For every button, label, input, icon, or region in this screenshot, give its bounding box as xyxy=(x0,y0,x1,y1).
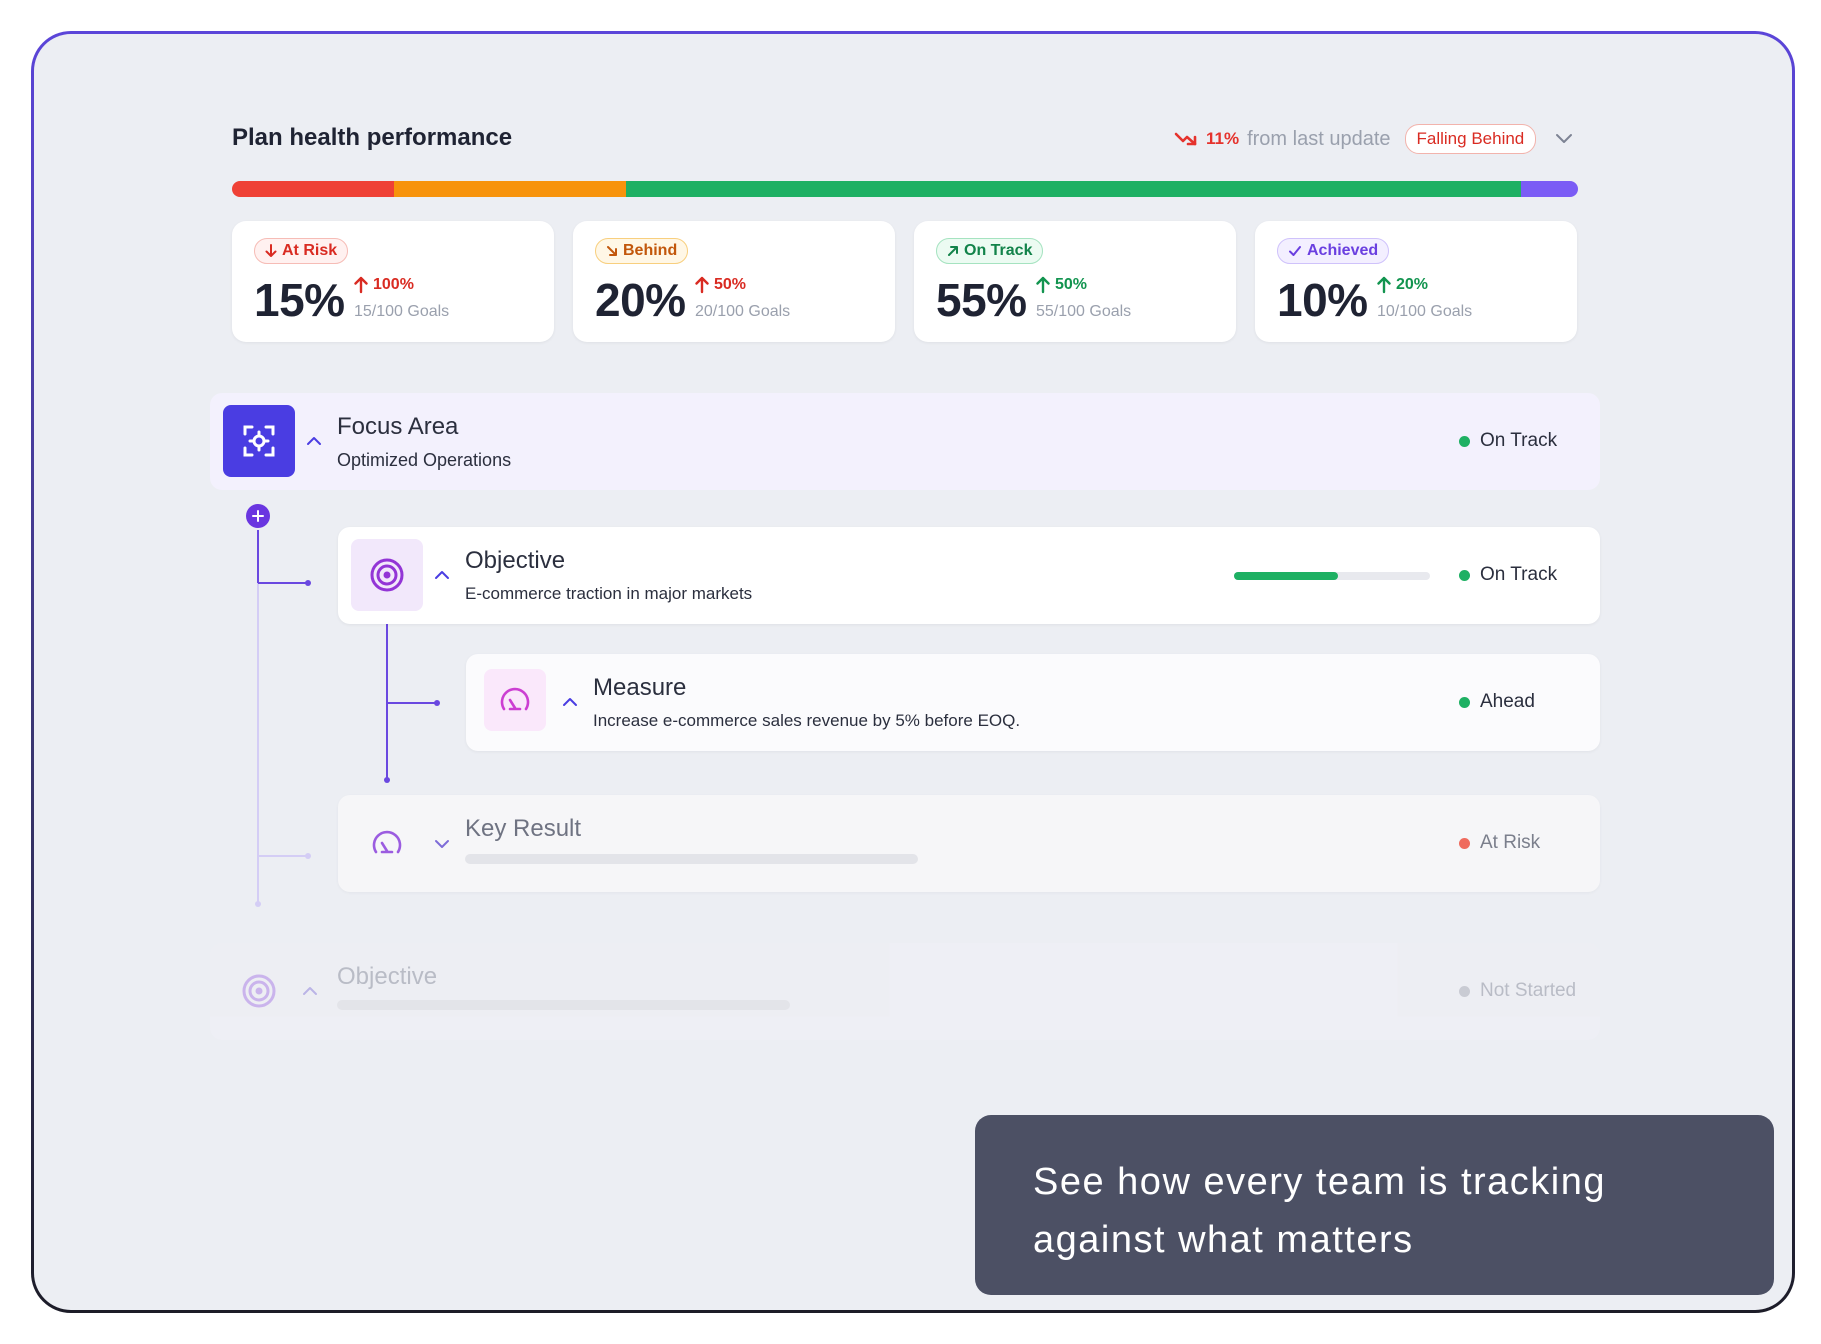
chevron-up-icon[interactable] xyxy=(302,986,318,996)
focus-area-row[interactable]: Focus Area Optimized Operations On Track xyxy=(210,393,1600,490)
check-icon xyxy=(1288,245,1302,257)
trend-down-icon xyxy=(1174,132,1197,146)
objective-2-title: Objective xyxy=(337,963,438,990)
page-title: Plan health performance xyxy=(232,124,513,151)
status-dot xyxy=(1459,569,1470,581)
stat-card-achieved[interactable]: Achieved 10% 20% 10/100 Goals xyxy=(1255,221,1577,342)
measure-row[interactable]: Measure Increase e-commerce sales revenu… xyxy=(466,654,1600,751)
health-bar-segment-achieved xyxy=(1521,181,1578,197)
chevron-up-icon[interactable] xyxy=(562,697,578,707)
arrow-down-right-icon xyxy=(606,245,618,257)
stat-change: 50% xyxy=(1036,276,1087,294)
focus-icon xyxy=(223,405,295,477)
health-bar-segment-on-track xyxy=(626,181,1522,197)
measure-status: Ahead xyxy=(1459,691,1535,713)
stat-label: At Risk xyxy=(282,242,338,259)
health-bar-segment-behind xyxy=(393,181,627,197)
target-icon xyxy=(351,539,423,611)
placeholder-line xyxy=(465,854,918,864)
stat-label: Achieved xyxy=(1307,242,1379,259)
objective-2-status: Not Started xyxy=(1459,980,1576,1002)
chevron-up-icon[interactable] xyxy=(434,570,450,580)
stat-change: 50% xyxy=(695,276,746,294)
callout-line-1: See how every team is tracking xyxy=(1033,1161,1607,1203)
callout-banner: See how every team is tracking against w… xyxy=(975,1115,1774,1295)
stat-goals: 15/100 Goals xyxy=(354,303,450,320)
arrow-up-right-icon xyxy=(947,245,959,257)
stat-percent: 55% xyxy=(936,274,1027,326)
objective-row[interactable]: Objective E-commerce traction in major m… xyxy=(338,527,1600,624)
objective-title: Objective xyxy=(465,547,566,574)
stat-percent: 10% xyxy=(1277,274,1368,326)
focus-area-subtitle: Optimized Operations xyxy=(337,450,512,470)
add-child-button[interactable] xyxy=(246,504,270,528)
stat-goals: 55/100 Goals xyxy=(1036,303,1132,320)
chevron-down-icon[interactable] xyxy=(434,839,450,849)
stat-percent: 15% xyxy=(254,274,345,326)
health-bar-segment-at-risk xyxy=(232,181,394,197)
delta-value: 11% xyxy=(1206,129,1240,148)
arrow-down-icon xyxy=(265,244,277,258)
stat-label: On Track xyxy=(964,242,1033,259)
measure-title: Measure xyxy=(593,674,687,701)
stat-percent: 20% xyxy=(595,274,686,326)
arrow-up-icon xyxy=(1036,276,1050,294)
status-dot xyxy=(1459,837,1470,849)
status-dot xyxy=(1459,985,1470,997)
gauge-icon xyxy=(484,669,546,731)
focus-area-status: On Track xyxy=(1459,430,1557,452)
key-result-title: Key Result xyxy=(465,815,582,842)
chevron-up-icon[interactable] xyxy=(306,436,322,446)
performance-delta: 11% from last update Falling Behind xyxy=(1174,124,1574,154)
stat-label: Behind xyxy=(623,242,678,259)
objective-row-2[interactable]: Objective Not Started xyxy=(210,943,1600,1040)
status-dot xyxy=(1459,435,1470,447)
gauge-icon xyxy=(351,807,423,879)
arrow-up-icon xyxy=(1377,276,1391,294)
status-badge: Falling Behind xyxy=(1404,124,1537,154)
arrow-up-icon xyxy=(354,276,368,294)
callout-line-2: against what matters xyxy=(1033,1219,1414,1261)
stat-card-behind[interactable]: Behind 20% 50% 20/100 Goals xyxy=(573,221,895,342)
target-icon xyxy=(223,955,295,1027)
stat-change: 100% xyxy=(354,276,414,294)
stat-card-at-risk[interactable]: At Risk 15% 100% 15/100 Goals xyxy=(232,221,554,342)
status-dot xyxy=(1459,696,1470,708)
placeholder-line xyxy=(337,1000,790,1010)
focus-area-title: Focus Area xyxy=(337,413,459,440)
plus-icon xyxy=(252,510,264,522)
stat-goals: 20/100 Goals xyxy=(695,303,791,320)
plan-health-bar xyxy=(232,181,1578,197)
stat-status-pill: On Track xyxy=(936,238,1044,264)
objective-status: On Track xyxy=(1459,564,1557,586)
objective-subtitle: E-commerce traction in major markets xyxy=(465,584,753,603)
stat-goals: 10/100 Goals xyxy=(1377,303,1473,320)
key-result-row[interactable]: Key Result At Risk xyxy=(338,795,1600,892)
stat-status-pill: At Risk xyxy=(254,238,349,264)
stat-status-pill: Behind xyxy=(595,238,689,264)
stat-change: 20% xyxy=(1377,276,1428,294)
key-result-status: At Risk xyxy=(1459,832,1540,854)
objective-progress-bar xyxy=(1234,572,1430,580)
measure-subtitle: Increase e-commerce sales revenue by 5% … xyxy=(593,711,1021,730)
stat-card-on-track[interactable]: On Track 55% 50% 55/100 Goals xyxy=(914,221,1236,342)
objective-progress-fill xyxy=(1234,572,1338,580)
stat-status-pill: Achieved xyxy=(1277,238,1390,264)
delta-text: from last update xyxy=(1247,127,1391,150)
chevron-down-icon[interactable] xyxy=(1554,133,1574,145)
arrow-up-icon xyxy=(695,276,709,294)
